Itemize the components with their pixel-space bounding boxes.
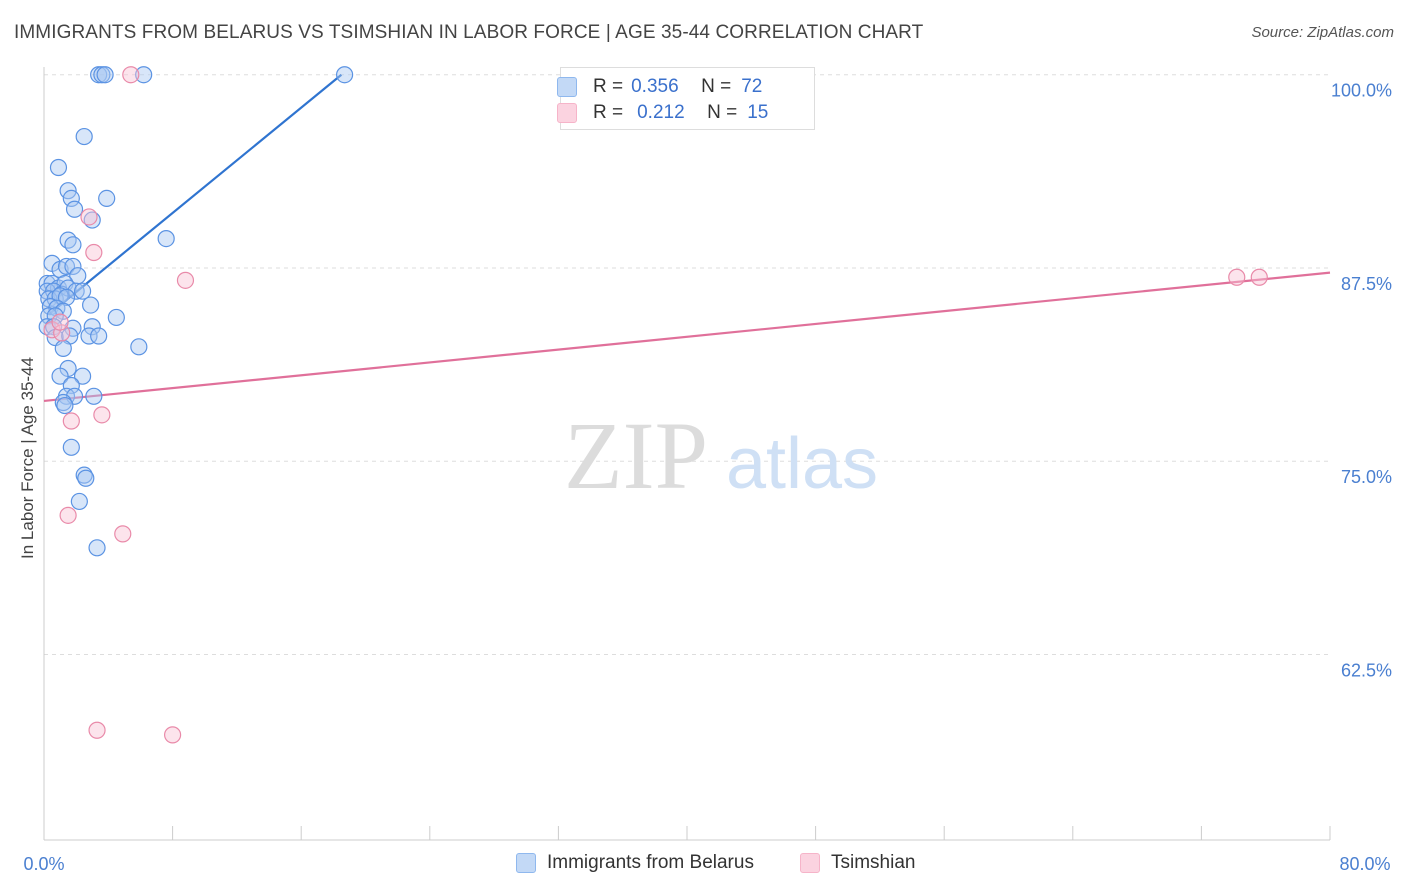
y-tick-label: 100.0% xyxy=(1331,81,1392,101)
point-tsimshian xyxy=(122,66,140,84)
trend-line-belarus xyxy=(48,73,343,316)
point-belarus xyxy=(62,189,80,208)
point-belarus xyxy=(107,308,125,327)
stats-box: R = 0.356 N = 72 R = 0.212 N = 15 xyxy=(557,67,815,130)
trend-line-tsimshian xyxy=(43,271,1331,403)
point-belarus xyxy=(51,367,69,385)
legend-swatch-tsimshian xyxy=(800,853,820,873)
x-tick-label: 0.0% xyxy=(23,854,64,874)
point-belarus xyxy=(85,387,103,405)
stats-n-label: N = xyxy=(701,76,732,97)
watermark: ZIP atlas xyxy=(564,402,878,509)
point-belarus xyxy=(64,257,82,276)
point-belarus xyxy=(56,396,74,415)
point-tsimshian xyxy=(88,721,106,739)
point-tsimshian xyxy=(1250,268,1268,286)
axes xyxy=(43,67,1331,841)
legend-swatch-belarus xyxy=(516,853,536,873)
point-tsimshian xyxy=(93,406,111,424)
stats-swatch-belarus xyxy=(557,77,577,97)
point-belarus xyxy=(70,492,88,511)
tick-labels: 100.0% 87.5% 75.0% 62.5% 0.0% 80.0% xyxy=(23,81,1392,874)
point-belarus xyxy=(83,318,101,336)
point-belarus xyxy=(73,367,92,385)
point-tsimshian xyxy=(164,726,182,744)
point-tsimshian xyxy=(59,506,77,524)
watermark-zip: ZIP xyxy=(564,402,708,509)
point-belarus xyxy=(88,539,106,557)
point-belarus xyxy=(83,211,101,229)
legend-item-tsimshian[interactable]: Tsimshian xyxy=(800,852,915,874)
point-belarus xyxy=(82,296,100,314)
point-tsimshian xyxy=(53,324,71,342)
point-belarus xyxy=(49,158,68,177)
stats-n-value: 72 xyxy=(741,76,763,97)
stats-row-tsimshian: R = 0.212 N = 15 xyxy=(557,101,769,125)
point-belarus xyxy=(67,282,85,300)
point-tsimshian xyxy=(85,243,103,262)
point-belarus xyxy=(59,231,77,249)
data-points xyxy=(38,66,1268,744)
legend: Immigrants from Belarus Tsimshian xyxy=(0,852,1406,878)
point-belarus xyxy=(64,236,82,254)
stats-r-label: R = xyxy=(593,76,624,97)
y-tick-label: 62.5% xyxy=(1341,660,1392,680)
point-tsimshian xyxy=(114,525,132,543)
point-belarus xyxy=(96,66,114,84)
point-belarus xyxy=(54,339,72,357)
point-belarus xyxy=(98,189,116,208)
watermark-atlas: atlas xyxy=(726,424,878,504)
point-tsimshian xyxy=(51,313,69,331)
point-belarus xyxy=(57,257,76,276)
point-belarus xyxy=(90,327,108,345)
trend-lines xyxy=(43,73,1331,403)
stats-n-label: N = xyxy=(707,102,738,123)
x-tick-label: 80.0% xyxy=(1339,854,1390,874)
y-tick-label: 75.0% xyxy=(1341,467,1392,487)
point-belarus xyxy=(62,438,80,456)
point-belarus xyxy=(57,288,76,306)
chart-title: IMMIGRANTS FROM BELARUS VS TSIMSHIAN IN … xyxy=(14,22,924,43)
point-belarus xyxy=(336,66,354,84)
point-belarus xyxy=(73,282,92,300)
legend-label-tsimshian: Tsimshian xyxy=(831,852,916,873)
y-tick-label: 87.5% xyxy=(1341,274,1392,294)
point-belarus xyxy=(65,200,84,218)
stats-n-value: 15 xyxy=(747,102,769,123)
stats-swatch-tsimshian xyxy=(557,103,577,123)
stats-r-label: R = xyxy=(593,102,624,123)
point-belarus xyxy=(77,469,95,487)
point-belarus xyxy=(130,338,148,356)
legend-label-belarus: Immigrants from Belarus xyxy=(547,852,754,873)
point-tsimshian xyxy=(80,208,98,226)
source-label: Source: ZipAtlas.com xyxy=(1251,24,1394,41)
point-tsimshian xyxy=(1228,268,1246,286)
legend-item-belarus[interactable]: Immigrants from Belarus xyxy=(516,852,754,874)
stats-row-belarus: R = 0.356 N = 72 xyxy=(557,75,763,99)
point-belarus xyxy=(75,127,93,146)
point-tsimshian xyxy=(176,271,195,289)
stats-r-value: 0.356 xyxy=(631,76,679,97)
point-tsimshian xyxy=(62,412,80,430)
point-belarus xyxy=(80,327,98,345)
point-belarus xyxy=(135,66,153,84)
point-belarus xyxy=(62,376,80,395)
stats-r-value: 0.212 xyxy=(637,102,685,123)
point-belarus xyxy=(157,230,175,248)
